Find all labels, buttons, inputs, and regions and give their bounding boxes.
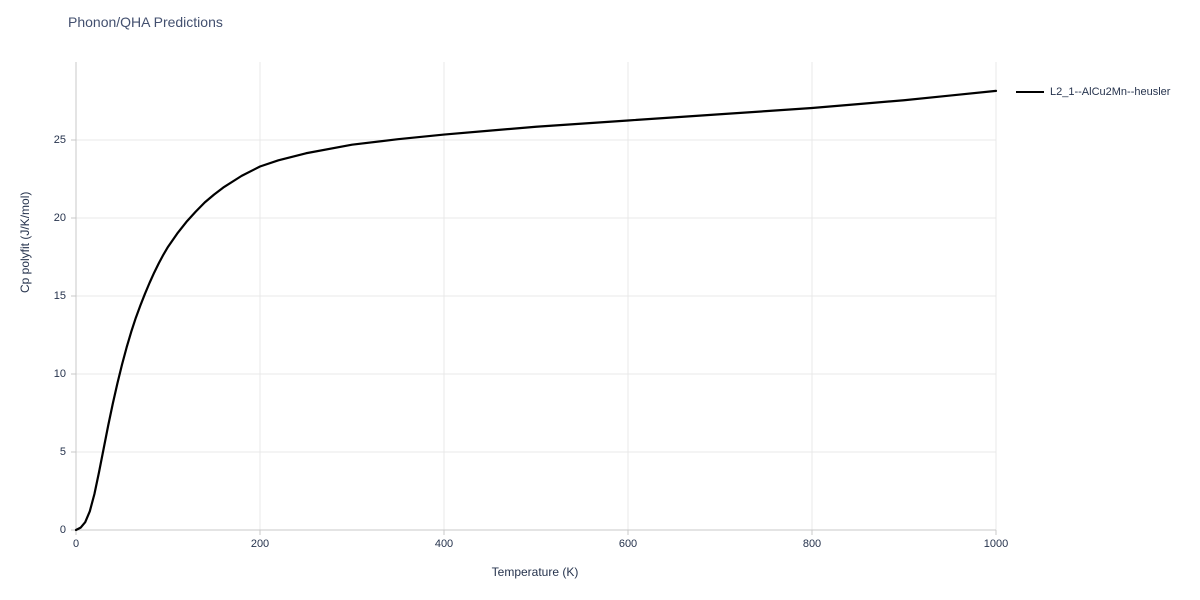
y-tick-label: 5 — [60, 446, 66, 458]
y-axis-label: Cp polyfit (J/K/mol) — [18, 192, 32, 293]
y-tick-label: 0 — [60, 524, 66, 536]
x-tick-label: 200 — [251, 538, 269, 550]
y-tick-label: 15 — [54, 290, 66, 302]
x-tick-label: 0 — [73, 538, 79, 550]
y-tick-label: 10 — [54, 368, 66, 380]
x-tick-label: 800 — [803, 538, 821, 550]
legend-label: L2_1--AlCu2Mn--heusler — [1050, 86, 1170, 98]
x-tick-label: 1000 — [984, 538, 1008, 550]
y-tick-label: 25 — [54, 134, 66, 146]
legend: L2_1--AlCu2Mn--heusler — [1016, 86, 1170, 98]
x-axis-label: Temperature (K) — [492, 565, 579, 579]
x-tick-label: 400 — [435, 538, 453, 550]
y-tick-label: 20 — [54, 212, 66, 224]
chart-container: Phonon/QHA Predictions Cp polyfit (J/K/m… — [0, 0, 1200, 600]
legend-swatch — [1016, 91, 1044, 93]
x-tick-label: 600 — [619, 538, 637, 550]
